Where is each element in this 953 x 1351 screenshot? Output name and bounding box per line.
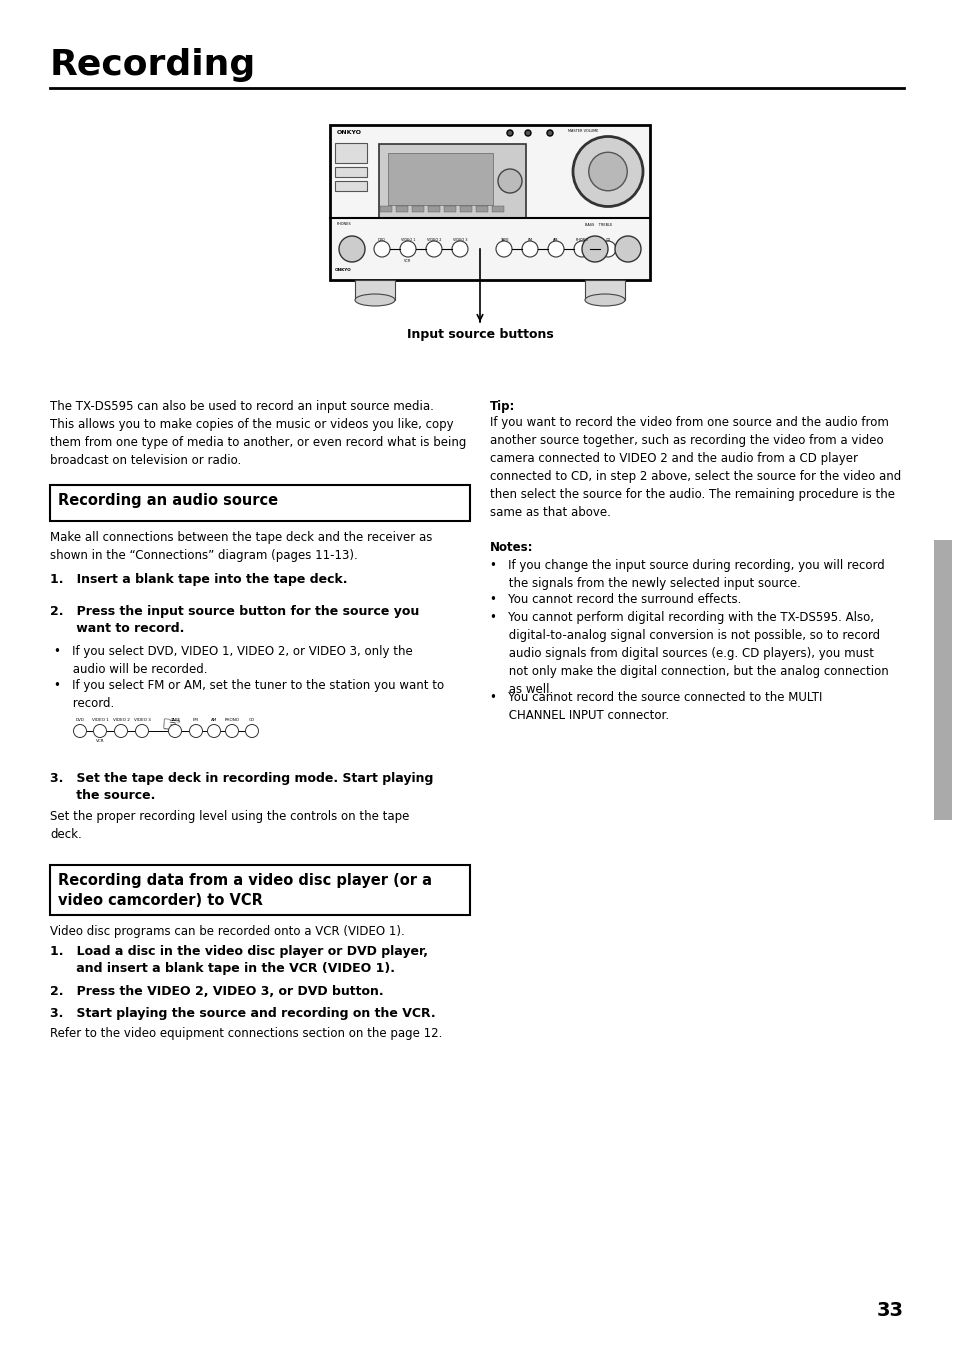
Bar <box>379 205 392 212</box>
Text: VCR: VCR <box>404 259 412 263</box>
Text: DVD: DVD <box>377 238 386 242</box>
Text: The TX-DS595 can also be used to record an input source media.
This allows you t: The TX-DS595 can also be used to record … <box>50 400 466 467</box>
Text: VIDEO 2: VIDEO 2 <box>426 238 441 242</box>
Text: •   You cannot perform digital recording with the TX-DS595. Also,
     digital-t: • You cannot perform digital recording w… <box>490 611 888 696</box>
Text: CD: CD <box>249 717 254 721</box>
Circle shape <box>573 136 642 207</box>
Bar <box>355 280 395 300</box>
Text: Notes:: Notes: <box>490 540 533 554</box>
Text: VIDEO 2: VIDEO 2 <box>112 717 130 721</box>
Text: ONKYO: ONKYO <box>336 130 361 135</box>
Text: PHONO: PHONO <box>224 717 239 721</box>
Bar <box>459 205 472 212</box>
Circle shape <box>496 240 512 257</box>
Bar <box>50 485 470 521</box>
Circle shape <box>374 240 390 257</box>
Circle shape <box>225 724 238 738</box>
Circle shape <box>245 724 258 738</box>
Text: Refer to the video equipment connections section on the page 12.: Refer to the video equipment connections… <box>50 1027 442 1040</box>
Text: BASS    TREBLE: BASS TREBLE <box>584 223 612 227</box>
Circle shape <box>135 724 149 738</box>
Circle shape <box>581 236 607 262</box>
Text: •   If you select DVD, VIDEO 1, VIDEO 2, or VIDEO 3, only the
     audio will be: • If you select DVD, VIDEO 1, VIDEO 2, o… <box>54 644 413 676</box>
Text: TAPE: TAPE <box>170 717 180 721</box>
Circle shape <box>547 240 563 257</box>
Text: AM: AM <box>211 717 217 721</box>
Text: PHONES: PHONES <box>336 222 352 226</box>
Text: PHONO: PHONO <box>575 238 588 242</box>
Circle shape <box>208 724 220 738</box>
Circle shape <box>524 130 531 136</box>
Circle shape <box>506 130 513 136</box>
Text: If you want to record the video from one source and the audio from
another sourc: If you want to record the video from one… <box>490 416 901 519</box>
Circle shape <box>426 240 441 257</box>
Text: ☞: ☞ <box>160 715 181 736</box>
Text: Make all connections between the tape deck and the receiver as
shown in the “Con: Make all connections between the tape de… <box>50 531 432 562</box>
Bar <box>50 865 470 915</box>
Ellipse shape <box>584 295 624 305</box>
Text: 3.   Start playing the source and recording on the VCR.: 3. Start playing the source and recordin… <box>50 1006 436 1020</box>
Text: •   If you select FM or AM, set the tuner to the station you want to
     record: • If you select FM or AM, set the tuner … <box>54 680 444 711</box>
Text: CD: CD <box>605 238 610 242</box>
Text: FM: FM <box>527 238 532 242</box>
Circle shape <box>399 240 416 257</box>
Bar <box>330 126 649 280</box>
Circle shape <box>599 240 616 257</box>
Bar <box>335 143 367 163</box>
Text: VIDEO 1: VIDEO 1 <box>400 238 415 242</box>
Bar <box>933 540 951 820</box>
Circle shape <box>588 153 626 190</box>
Circle shape <box>73 724 87 738</box>
Bar <box>395 205 408 212</box>
FancyBboxPatch shape <box>378 145 525 218</box>
Bar <box>476 205 488 212</box>
Bar <box>428 205 439 212</box>
Text: ONKYO: ONKYO <box>335 267 352 272</box>
Bar <box>335 168 367 177</box>
Text: AM: AM <box>553 238 558 242</box>
Circle shape <box>169 724 181 738</box>
Text: Input source buttons: Input source buttons <box>406 328 553 340</box>
Text: Recording data from a video disc player (or a
video camcorder) to VCR: Recording data from a video disc player … <box>58 873 432 908</box>
Text: 2.   Press the VIDEO 2, VIDEO 3, or DVD button.: 2. Press the VIDEO 2, VIDEO 3, or DVD bu… <box>50 985 383 998</box>
Text: MASTER VOLUME: MASTER VOLUME <box>567 128 598 132</box>
Text: 1.   Insert a blank tape into the tape deck.: 1. Insert a blank tape into the tape dec… <box>50 573 347 586</box>
Bar <box>412 205 423 212</box>
Bar <box>492 205 503 212</box>
Circle shape <box>546 130 553 136</box>
Bar <box>388 153 493 205</box>
Text: VIDEO 1: VIDEO 1 <box>91 717 109 721</box>
Circle shape <box>190 724 202 738</box>
Circle shape <box>574 240 589 257</box>
Circle shape <box>338 236 365 262</box>
Text: Tip:: Tip: <box>490 400 515 413</box>
Text: VCR: VCR <box>95 739 104 743</box>
Text: •   You cannot record the source connected to the MULTI
     CHANNEL INPUT conne: • You cannot record the source connected… <box>490 690 821 721</box>
Text: •   You cannot record the surround effects.: • You cannot record the surround effects… <box>490 593 740 607</box>
Text: 33: 33 <box>876 1301 903 1320</box>
Text: DVD: DVD <box>75 717 85 721</box>
Circle shape <box>114 724 128 738</box>
Bar <box>443 205 456 212</box>
Bar <box>584 280 624 300</box>
Text: •   If you change the input source during recording, you will record
     the si: • If you change the input source during … <box>490 559 883 590</box>
Text: VIDEO 3: VIDEO 3 <box>453 238 467 242</box>
Circle shape <box>615 236 640 262</box>
Text: 2.   Press the input source button for the source you
      want to record.: 2. Press the input source button for the… <box>50 605 418 635</box>
Bar <box>335 181 367 190</box>
Text: 3.   Set the tape deck in recording mode. Start playing
      the source.: 3. Set the tape deck in recording mode. … <box>50 771 433 802</box>
Circle shape <box>93 724 107 738</box>
Text: TAPE: TAPE <box>499 238 508 242</box>
Circle shape <box>452 240 468 257</box>
Text: VIDEO 3: VIDEO 3 <box>133 717 151 721</box>
Circle shape <box>497 169 521 193</box>
Text: Recording an audio source: Recording an audio source <box>58 493 278 508</box>
Text: Set the proper recording level using the controls on the tape
deck.: Set the proper recording level using the… <box>50 811 409 842</box>
Text: FM: FM <box>193 717 199 721</box>
Ellipse shape <box>355 295 395 305</box>
Circle shape <box>521 240 537 257</box>
Text: 1.   Load a disc in the video disc player or DVD player,
      and insert a blan: 1. Load a disc in the video disc player … <box>50 944 428 975</box>
Text: Video disc programs can be recorded onto a VCR (VIDEO 1).: Video disc programs can be recorded onto… <box>50 925 404 938</box>
Text: Recording: Recording <box>50 49 256 82</box>
